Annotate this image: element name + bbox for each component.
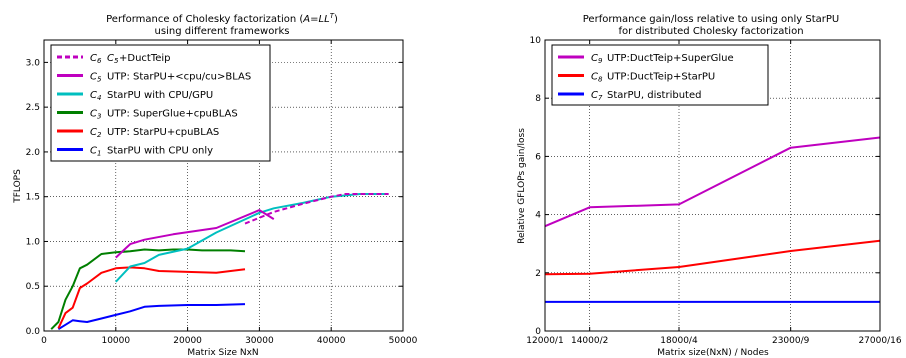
left-legend-entry: C 4 StarPU with CPU/GPU [57,90,213,102]
left-legend-symbol: C [90,72,97,83]
left-legend-entry: C 2 UTP: StarPU+cpuBLAS [57,127,219,139]
right-legend-symbol: C [591,90,598,101]
left-series-line [50,248,246,330]
right-y-tick-label: 4 [535,211,541,221]
left-x-tick-label: 50000 [389,336,418,346]
left-y-tick-label: 0.5 [26,282,40,292]
left-ticks: 0 10000 20000 30000 40000 50000 0.0 0.5 1.0 1.5 2.… [26,40,418,346]
right-legend-subscript: 7 [598,94,603,102]
right-legend-label: UTP:DuctTeip+SuperGlue [607,53,734,64]
left-x-tick-label: 30000 [245,336,274,346]
right-x-axis-label: Matrix size(NxN) / Nodes [657,348,769,358]
right-chart-title: Performance gain/loss relative to using … [583,14,840,25]
left-legend-label: +DuctTeip [119,53,171,64]
left-series-line [244,193,389,225]
left-legend-symbol: C [90,90,97,101]
left-series-line [57,266,246,329]
right-y-tick-label: 6 [535,152,541,162]
left-chart-subtitle: using different frameworks [155,26,290,37]
right-y-tick-label: 0 [535,327,541,337]
left-legend-label: UTP: SuperGlue+cpuBLAS [107,109,238,120]
right-legend-box [551,44,769,106]
left-y-tick-label: 1.5 [26,193,40,203]
left-x-tick-label: 20000 [173,336,202,346]
right-series-lines [544,136,881,303]
right-series-line [544,239,881,276]
right-x-tick-label: 14000/2 [571,336,608,346]
left-legend-subscript: 4 [97,94,101,102]
right-y-axis-label: Relative GFLOPs gain/loss [517,128,527,244]
right-x-tick-label: 12000/1 [526,336,563,346]
right-series-line [544,136,881,228]
right-plot-frame [544,39,881,332]
left-y-tick-label: 2.0 [26,148,41,158]
right-x-tick-label: 27000/16 [858,336,901,346]
left-chart-title: Performance of Cholesky factorization (A… [106,12,338,25]
right-legend-label: UTP:DuctTeip+StarPU [607,72,715,83]
left-legend-subscript: 2 [97,131,102,139]
left-y-tick-label: 3.0 [26,58,41,68]
left-legend-label-subscript: 5 [114,57,119,65]
left-plot-frame [43,39,404,332]
right-y-tick-label: 2 [535,269,541,279]
left-legend-subscript: 3 [97,113,101,121]
left-x-tick-label: 40000 [317,336,346,346]
left-legend-subscript: 6 [97,57,102,65]
right-y-tick-label: 10 [530,36,542,46]
left-chart: Performance of Cholesky factorization (A… [13,12,418,358]
left-legend-label: StarPU with CPU only [107,146,213,157]
left-legend-entry: C 3 UTP: SuperGlue+cpuBLAS [57,109,238,121]
left-x-tick-label: 10000 [101,336,130,346]
right-ticks: 12000/1 14000/2 18000/4 23000/9 27000/16 0 2 4 6… [526,36,902,346]
right-legend-subscript: 8 [598,76,603,84]
right-legend-entry: C 7 StarPU, distributed [558,90,701,102]
right-legend-symbol: C [591,53,598,64]
left-legend-label: UTP: StarPU+<cpu/cu>BLAS [107,72,251,83]
left-legend-box [50,44,271,162]
right-legend-entry: C 9 UTP:DuctTeip+SuperGlue [558,53,734,65]
left-legend-label: StarPU with CPU/GPU [107,90,213,101]
left-legend-entry: C 5 UTP: StarPU+<cpu/cu>BLAS [57,72,251,84]
left-legend-entry: C 1 StarPU with CPU only [57,146,213,158]
right-x-tick-label: 18000/4 [660,336,698,346]
left-x-tick-label: 0 [41,336,47,346]
right-y-tick-label: 8 [535,94,541,104]
right-chart-subtitle: for distributed Cholesky factorization [618,26,803,37]
left-y-tick-label: 0.0 [26,327,41,337]
right-legend-subscript: 9 [598,57,603,65]
left-legend-subscript: 5 [97,76,102,84]
left-series-lines [50,193,389,331]
left-legend-symbol: C [90,127,97,138]
left-y-tick-label: 2.5 [26,103,40,113]
right-chart: Performance gain/loss relative to using … [517,14,902,358]
left-legend-entry: C 6 C 5 +DuctTeip [57,53,171,65]
left-legend-label-symbol: C [107,53,114,64]
left-series-line [115,209,275,259]
left-y-axis-label: TFLOPS [13,169,23,204]
right-legend-symbol: C [591,72,598,83]
left-legend-label: UTP: StarPU+cpuBLAS [107,127,219,138]
left-legend-symbol: C [90,109,97,120]
left-legend-symbol: C [90,146,97,157]
left-series-line [57,303,246,331]
left-series-line [115,193,389,283]
right-x-tick-label: 23000/9 [772,336,810,346]
left-y-tick-label: 1.0 [26,237,41,247]
right-legend-label: StarPU, distributed [607,90,701,101]
left-legend-symbol: C [90,53,97,64]
left-legend-subscript: 1 [97,150,101,158]
left-x-axis-label: Matrix Size NxN [187,348,258,358]
right-legend-entry: C 8 UTP:DuctTeip+StarPU [558,72,715,84]
